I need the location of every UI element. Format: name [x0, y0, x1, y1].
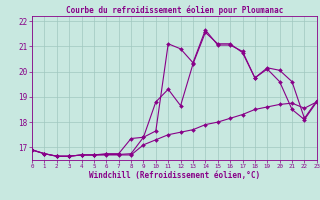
X-axis label: Windchill (Refroidissement éolien,°C): Windchill (Refroidissement éolien,°C) — [89, 171, 260, 180]
Title: Courbe du refroidissement éolien pour Ploumanac: Courbe du refroidissement éolien pour Pl… — [66, 6, 283, 15]
